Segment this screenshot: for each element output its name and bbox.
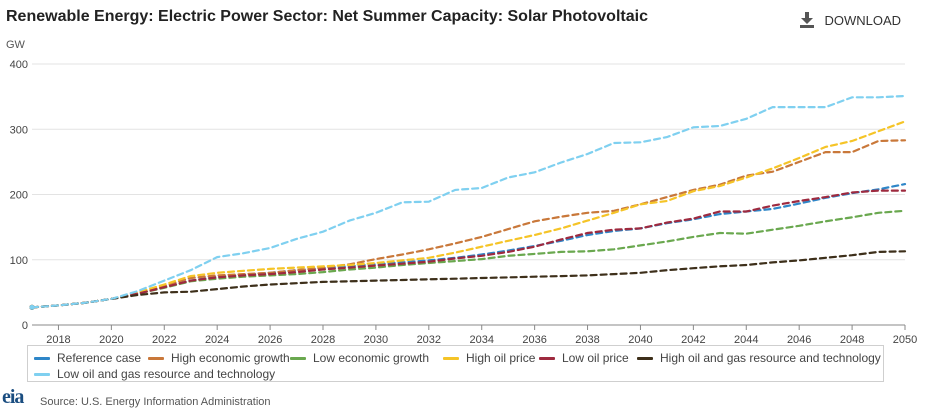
x-tick-label: 2042 — [681, 334, 705, 345]
legend-swatch — [290, 356, 306, 360]
legend-label: High oil price — [466, 351, 536, 365]
chart-title: Renewable Energy: Electric Power Sector:… — [6, 8, 648, 25]
x-tick-label: 2030 — [364, 334, 388, 345]
series-line-6 — [30, 94, 907, 309]
legend-swatch — [637, 356, 653, 360]
legend-label: Low oil price — [562, 351, 629, 365]
legend-item[interactable]: High economic growth — [148, 351, 290, 365]
x-tick-label: 2018 — [46, 334, 70, 345]
legend-label: Low economic growth — [313, 351, 430, 365]
legend-label: High economic growth — [171, 351, 290, 365]
line-chart: 0 100 200 300 400 2018 2020 2022 2024 2026 2028 203… — [10, 59, 918, 345]
series-line-2 — [30, 209, 907, 309]
legend-swatch — [443, 356, 459, 360]
y-tick-label: 0 — [22, 320, 28, 332]
x-tick-label: 2034 — [469, 334, 493, 345]
x-tick-label: 2024 — [205, 334, 229, 345]
chart-legend: Reference case High economic growth Low ec… — [27, 345, 884, 382]
x-tick-label: 2048 — [840, 334, 864, 345]
legend-swatch — [34, 356, 50, 360]
eia-logo: eia — [2, 386, 24, 408]
source-note: Source: U.S. Energy Information Administ… — [40, 396, 271, 408]
legend-item[interactable]: Reference case — [34, 351, 141, 365]
download-label: DOWNLOAD — [824, 12, 901, 28]
series-line-3 — [30, 120, 907, 309]
y-tick-label: 200 — [10, 190, 28, 202]
legend-label: Low oil and gas resource and technology — [57, 367, 276, 381]
series-line-1 — [30, 139, 907, 309]
x-tick-label: 2050 — [893, 334, 917, 345]
legend-label: Reference case — [57, 351, 142, 365]
legend-item[interactable]: High oil price — [443, 351, 535, 365]
series-line-4 — [30, 189, 907, 309]
x-tick-label: 2036 — [522, 334, 546, 345]
series-point-6 — [29, 304, 35, 310]
legend-item[interactable]: High oil and gas resource and technology — [637, 351, 881, 365]
x-tick-label: 2032 — [417, 334, 441, 345]
legend-label: High oil and gas resource and technology — [660, 351, 881, 365]
x-tick-label: 2020 — [99, 334, 123, 345]
legend-swatch — [34, 372, 50, 376]
x-tick-label: 2026 — [258, 334, 282, 345]
x-tick-label: 2038 — [575, 334, 599, 345]
x-tick-label: 2044 — [734, 334, 758, 345]
legend-item[interactable]: Low oil price — [539, 351, 629, 365]
y-tick-label: 100 — [10, 255, 28, 267]
series-line-5 — [30, 250, 907, 309]
download-button[interactable]: DOWNLOAD — [800, 12, 901, 28]
y-tick-label: 300 — [10, 124, 28, 136]
legend-swatch — [539, 356, 555, 360]
y-axis-unit: GW — [6, 39, 25, 51]
download-icon — [800, 12, 815, 28]
x-tick-label: 2022 — [152, 334, 176, 345]
legend-item[interactable]: Low oil and gas resource and technology — [34, 367, 275, 381]
x-tick-label: 2028 — [311, 334, 335, 345]
x-tick-label: 2040 — [628, 334, 652, 345]
legend-item[interactable]: Low economic growth — [290, 351, 429, 365]
legend-swatch — [148, 356, 164, 360]
y-tick-label: 400 — [10, 59, 28, 71]
x-tick-label: 2046 — [787, 334, 811, 345]
